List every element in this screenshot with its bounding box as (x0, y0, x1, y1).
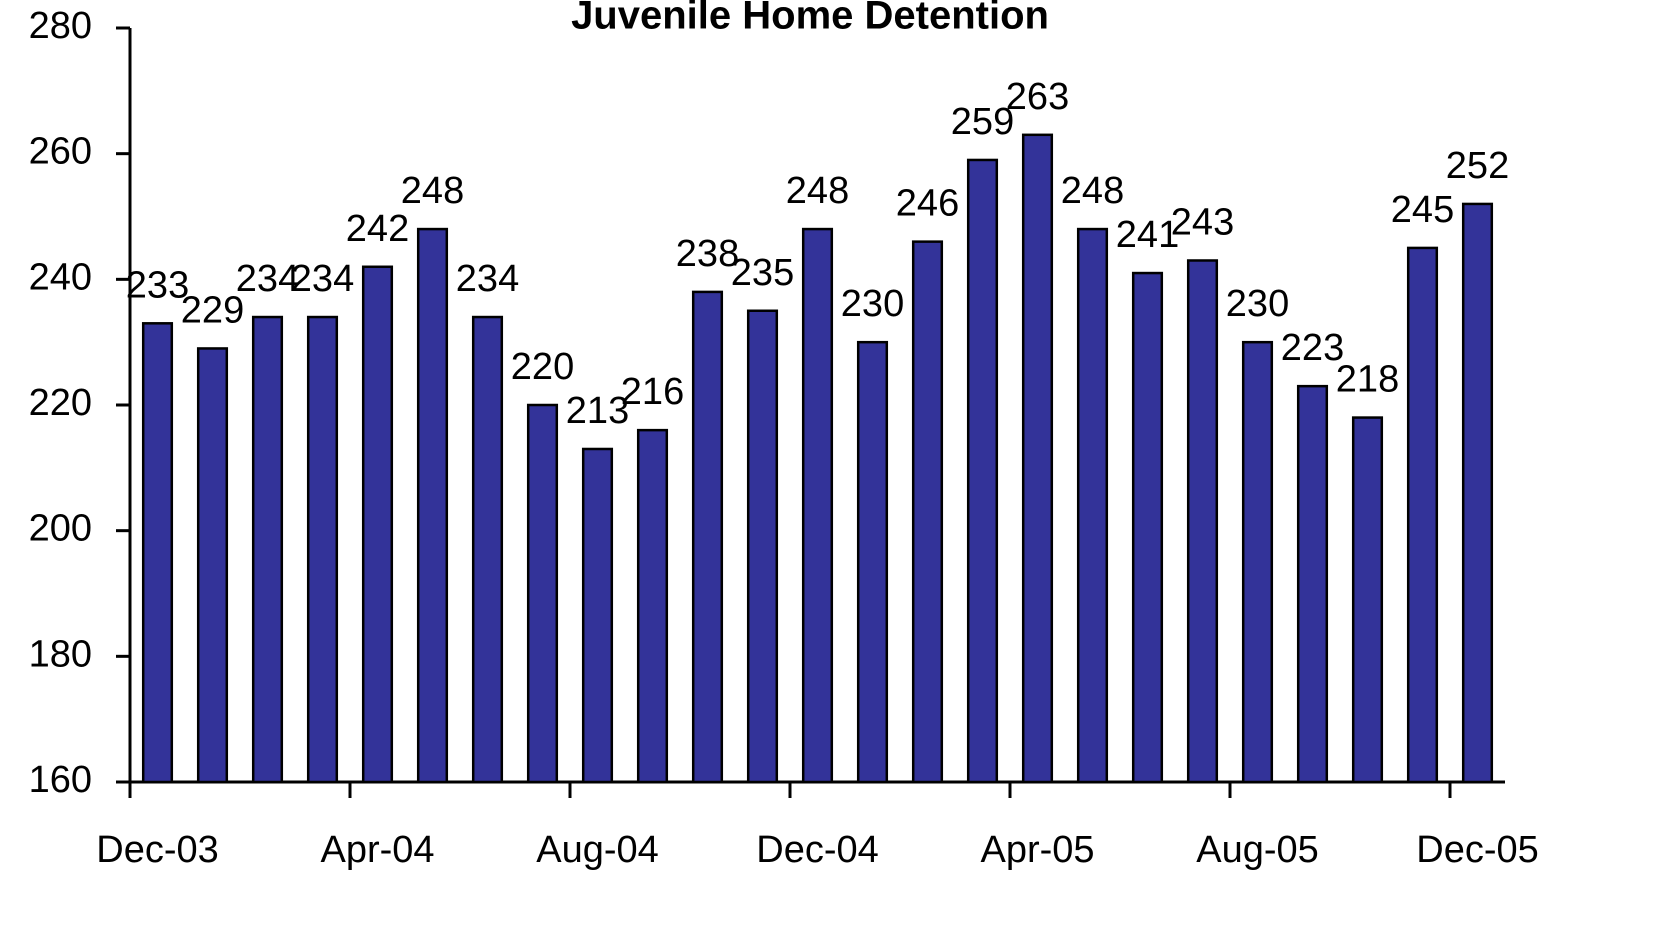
x-tick-label: Apr-05 (980, 829, 1094, 871)
value-label: 235 (731, 252, 794, 294)
y-tick-label: 180 (29, 633, 92, 675)
bar (636, 428, 669, 784)
value-label: 238 (676, 233, 739, 275)
x-tick-label: Apr-04 (320, 829, 434, 871)
bar (691, 290, 724, 784)
x-tick-label: Aug-05 (1196, 829, 1319, 871)
bar (141, 322, 174, 784)
value-label: 259 (951, 101, 1014, 143)
x-tick-label: Dec-04 (756, 829, 879, 871)
bar (911, 240, 944, 784)
value-label: 229 (181, 289, 244, 331)
value-label: 248 (401, 170, 464, 212)
bar (1241, 340, 1274, 784)
bar (416, 227, 449, 784)
value-label: 213 (566, 390, 629, 432)
bar (361, 265, 394, 784)
x-tick-label: Aug-04 (536, 829, 659, 871)
chart-title: Juvenile Home Detention (571, 0, 1049, 38)
x-tick-label: Dec-03 (96, 829, 219, 871)
value-label: 223 (1281, 327, 1344, 369)
y-tick-label: 280 (29, 5, 92, 47)
x-tick-label: Dec-05 (1416, 829, 1539, 871)
y-tick-label: 220 (29, 382, 92, 424)
value-label: 252 (1446, 145, 1509, 187)
bar (196, 347, 229, 784)
y-tick-label: 160 (29, 759, 92, 801)
value-label: 234 (456, 258, 519, 300)
value-label: 246 (896, 183, 959, 225)
value-label: 218 (1336, 359, 1399, 401)
bar (1351, 416, 1384, 784)
value-label: 263 (1006, 76, 1069, 118)
value-label: 241 (1116, 214, 1179, 256)
bar (526, 403, 559, 784)
bar (1406, 246, 1439, 784)
bar (1131, 271, 1164, 784)
bar (1186, 259, 1219, 784)
value-label: 220 (511, 346, 574, 388)
value-label: 242 (346, 208, 409, 250)
value-label: 233 (126, 264, 189, 306)
bar (471, 315, 504, 784)
bar (1461, 202, 1494, 784)
bar (966, 158, 999, 784)
bar (746, 309, 779, 784)
y-tick-label: 260 (29, 131, 92, 173)
bar (856, 340, 889, 784)
value-label: 216 (621, 371, 684, 413)
bar (801, 227, 834, 784)
value-label: 248 (1061, 170, 1124, 212)
y-tick-label: 240 (29, 256, 92, 298)
value-label: 230 (1226, 283, 1289, 325)
bar (1296, 384, 1329, 784)
value-label: 248 (786, 170, 849, 212)
value-label: 243 (1171, 202, 1234, 244)
bar (581, 447, 614, 784)
value-label: 234 (291, 258, 354, 300)
bar (1076, 227, 1109, 784)
bar (1021, 133, 1054, 784)
bar (306, 315, 339, 784)
y-tick-label: 200 (29, 508, 92, 550)
value-label: 230 (841, 283, 904, 325)
value-label: 245 (1391, 189, 1454, 231)
value-label: 234 (236, 258, 299, 300)
bar (251, 315, 284, 784)
